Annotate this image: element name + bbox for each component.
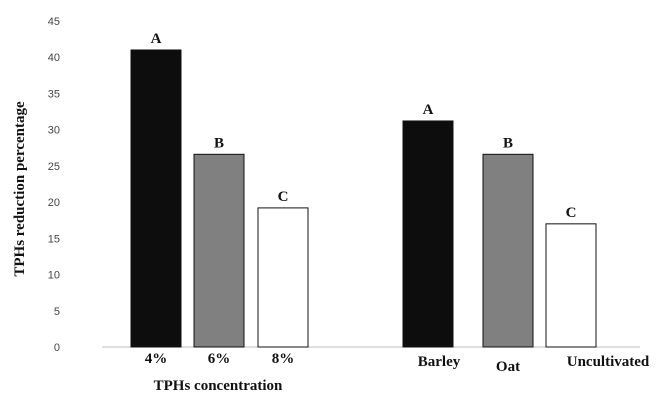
y-tick-label: 25 bbox=[48, 161, 60, 173]
y-tick-label: 20 bbox=[48, 197, 60, 209]
y-tick-label: 10 bbox=[48, 270, 60, 282]
x-category-label: 4% bbox=[145, 351, 168, 367]
x-category-label: 6% bbox=[208, 351, 231, 367]
significance-letter: A bbox=[423, 102, 434, 118]
y-tick-label: 40 bbox=[48, 52, 60, 64]
x-category-label: 8% bbox=[272, 351, 295, 367]
y-axis-ticks: 0 5 10 15 20 25 30 35 40 45 bbox=[48, 16, 60, 354]
significance-letters: A B C A B C bbox=[151, 31, 577, 221]
bar-8-pct bbox=[257, 207, 309, 348]
y-tick-label: 35 bbox=[48, 88, 60, 100]
x-category-label: Oat bbox=[496, 359, 520, 375]
bar-4-pct bbox=[130, 49, 182, 348]
significance-letter: C bbox=[566, 205, 577, 221]
significance-letter: C bbox=[278, 189, 289, 205]
y-tick-label: 45 bbox=[48, 16, 60, 28]
significance-letter: B bbox=[214, 135, 224, 151]
y-axis-title: TPHs reduction percentage bbox=[12, 101, 28, 277]
x-category-label: Barley bbox=[418, 354, 461, 370]
bars bbox=[130, 49, 597, 348]
y-tick-label: 30 bbox=[48, 125, 60, 137]
x-axis-title: TPHs concentration bbox=[154, 378, 283, 394]
bar-uncultivated bbox=[545, 223, 597, 348]
significance-letter: B bbox=[503, 135, 513, 151]
bar-6-pct bbox=[193, 153, 245, 348]
bar-barley bbox=[402, 120, 454, 348]
y-tick-label: 15 bbox=[48, 233, 60, 245]
x-category-labels: 4% 6% 8% Barley Oat Uncultivated bbox=[145, 351, 650, 375]
x-category-label: Uncultivated bbox=[567, 354, 650, 370]
y-tick-label: 5 bbox=[54, 306, 60, 318]
significance-letter: A bbox=[151, 31, 162, 47]
y-tick-label: 0 bbox=[54, 342, 60, 354]
bar-oat bbox=[482, 153, 534, 348]
